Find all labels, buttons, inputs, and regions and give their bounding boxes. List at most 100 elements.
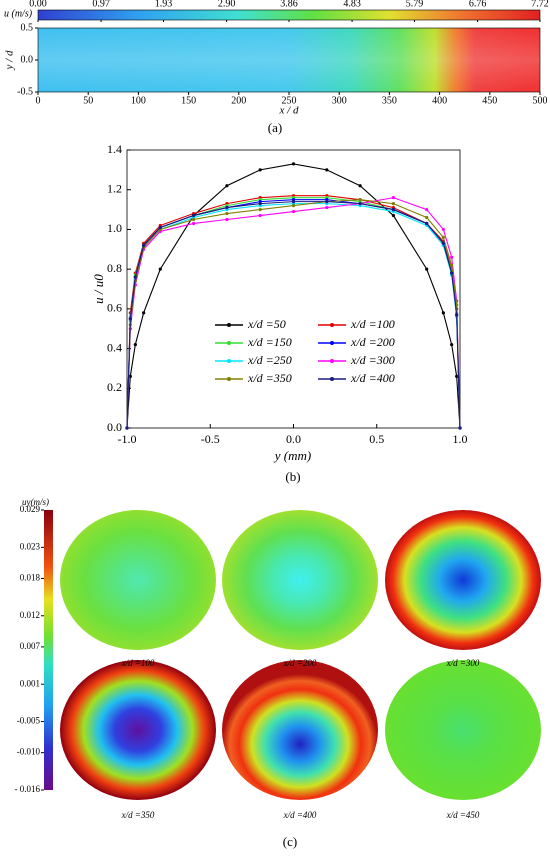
y-tick-label: 0.5 [21,22,34,33]
legend-marker [227,377,231,381]
y-tick-label: 0.8 [107,261,122,275]
point [450,343,454,347]
point [455,374,459,378]
colorbar-tick-label: - 0.016 [15,784,41,794]
x-tick-label: 300 [332,95,347,106]
legend-label: x/d =300 [350,353,395,367]
panel-label: x/d =300 [446,658,480,668]
point [192,213,196,218]
y-tick-label: 0.0 [107,420,122,434]
contour-field-frame [37,27,541,93]
point [458,426,462,430]
point [358,202,362,206]
point [291,162,296,166]
legend-label: x/d =200 [350,335,395,349]
series-line [126,203,461,429]
series-line [126,201,461,429]
point [358,184,362,188]
point [225,205,229,210]
x-tick-label: 250 [282,95,297,106]
contour-panel [385,510,541,650]
point [441,241,445,245]
legend-label: x/d =250 [247,353,292,367]
panel-label: x/d =200 [283,658,317,668]
colorbar-tick-label: 0.97 [92,0,110,9]
point [258,202,262,206]
contour-panel [222,660,378,800]
colorbar-tick-label: 0.012 [20,610,40,620]
legend-marker [227,341,231,345]
colorbar-tick-label: 7.72 [531,0,549,9]
caption: (a) [268,120,282,135]
colorbar-tick-label: 0.029 [20,504,41,514]
point [425,207,429,212]
panel-label: x/d =350 [121,810,155,820]
point [358,198,362,202]
colorbar-label: u (m/s) [4,8,33,19]
legend-label: x/d =100 [350,317,395,331]
colorbar-tick-label: 4.83 [343,0,361,9]
colorbar-tick-label: -0.005 [17,716,41,726]
point [425,221,429,226]
point [225,217,229,222]
point [455,313,459,317]
point [450,271,454,275]
point [450,263,454,267]
point [291,209,296,214]
point [158,225,162,230]
point [425,215,429,220]
x-tick-label: 0 [36,95,41,106]
point [391,207,395,212]
point [258,168,262,172]
x-tick-label: 150 [181,95,196,106]
colorbar-tick-label: 0.007 [20,641,41,651]
point [325,205,329,210]
contour-panel [222,510,378,650]
point [133,275,137,279]
panel-label: x/d =100 [121,658,155,668]
point [158,267,162,271]
colorbar-tick-label: 0.001 [20,678,40,688]
colorbar-tick-label: -0.010 [17,747,41,757]
y-tick-label: 1.2 [107,181,122,195]
legend-marker [227,359,231,363]
x-tick-label: 450 [482,95,497,106]
legend-marker [330,323,334,327]
colorbar-tick-label: 3.86 [280,0,298,9]
y-tick-label: 1.4 [107,142,122,156]
x-tick-label: 400 [432,95,447,106]
point [125,426,129,430]
x-axis-label: y (mm) [273,448,311,463]
colorbar-tick-label: 1.93 [155,0,173,9]
panel-label: x/d =450 [446,810,480,820]
y-axis-label: u / u0 [91,274,106,304]
y-tick-label: 0.4 [107,340,122,354]
series-line [126,199,461,429]
panel-label: x/d =400 [283,810,317,820]
point [142,311,146,315]
point [128,317,132,321]
legend-marker [330,377,334,381]
point [441,311,445,315]
colorbar-tick-label: 0.00 [29,0,47,9]
contour-panel [385,660,541,800]
point [225,211,229,216]
series-line [126,197,461,429]
point [128,374,132,378]
colorbar [44,510,53,790]
y-tick-label: 1.0 [107,221,122,235]
point [192,217,196,222]
point [325,168,329,172]
point [441,235,445,239]
colorbar-tick-label: 0.018 [20,573,41,583]
series-line [126,197,461,429]
legend-marker [330,359,334,363]
legend-label: x/d =400 [350,371,395,385]
legend-label: x/d =150 [247,335,292,349]
point [133,343,137,347]
point [192,221,196,226]
x-tick-label: -0.5 [201,432,220,446]
colorbar-tick-label: 0.023 [20,541,41,551]
caption: (b) [285,469,300,484]
